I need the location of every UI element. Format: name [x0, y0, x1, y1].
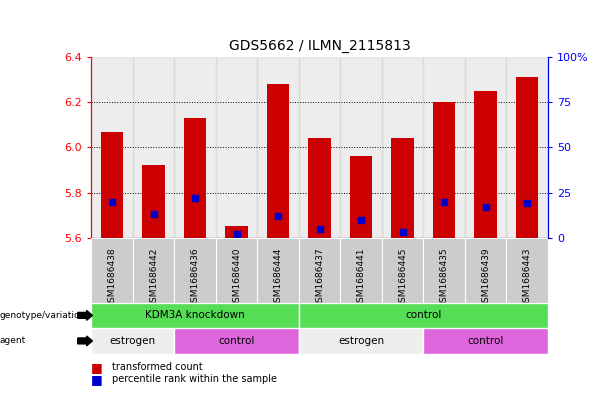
Text: GSM1686438: GSM1686438 — [108, 248, 117, 308]
Bar — [257, 238, 299, 303]
Bar — [133, 57, 174, 238]
Bar — [391, 138, 414, 238]
Text: genotype/variation: genotype/variation — [0, 311, 86, 320]
Text: ■: ■ — [91, 373, 103, 386]
Bar — [507, 238, 548, 303]
Text: GSM1686439: GSM1686439 — [481, 248, 490, 308]
Bar — [174, 328, 299, 354]
Bar — [91, 57, 133, 238]
Bar — [299, 238, 340, 303]
Bar — [184, 118, 207, 238]
Bar — [174, 57, 216, 238]
Text: KDM3A knockdown: KDM3A knockdown — [145, 310, 245, 320]
Bar — [474, 91, 497, 238]
Bar — [299, 303, 548, 328]
Bar — [174, 238, 216, 303]
Text: GSM1686442: GSM1686442 — [149, 248, 158, 308]
Bar — [216, 57, 257, 238]
Bar — [216, 238, 257, 303]
Bar — [299, 328, 423, 354]
Bar — [340, 57, 382, 238]
Bar — [91, 238, 133, 303]
Text: GSM1686440: GSM1686440 — [232, 248, 241, 308]
Bar — [91, 328, 174, 354]
Text: GSM1686435: GSM1686435 — [439, 248, 449, 308]
Bar — [423, 238, 465, 303]
Title: GDS5662 / ILMN_2115813: GDS5662 / ILMN_2115813 — [229, 39, 411, 53]
Bar — [382, 238, 423, 303]
Bar — [507, 57, 548, 238]
Bar — [350, 156, 372, 238]
Bar — [257, 57, 299, 238]
Text: GSM1686436: GSM1686436 — [190, 248, 200, 308]
Bar — [308, 138, 331, 238]
Bar — [225, 226, 248, 238]
Text: estrogen: estrogen — [110, 336, 156, 346]
Text: GSM1686441: GSM1686441 — [356, 248, 366, 308]
Bar — [423, 57, 465, 238]
Text: transformed count: transformed count — [112, 362, 203, 373]
Bar — [465, 238, 507, 303]
Text: control: control — [219, 336, 254, 346]
Bar — [465, 57, 507, 238]
Text: percentile rank within the sample: percentile rank within the sample — [112, 374, 277, 384]
Bar — [515, 77, 538, 238]
Text: GSM1686443: GSM1686443 — [522, 248, 531, 308]
Bar — [340, 238, 382, 303]
Bar — [267, 84, 289, 238]
Text: estrogen: estrogen — [338, 336, 384, 346]
Text: agent: agent — [0, 336, 27, 345]
Text: control: control — [405, 310, 442, 320]
Text: ■: ■ — [91, 361, 103, 374]
Bar — [133, 238, 174, 303]
Bar — [101, 132, 124, 238]
Text: GSM1686437: GSM1686437 — [315, 248, 324, 308]
Bar — [432, 102, 455, 238]
Text: GSM1686445: GSM1686445 — [398, 248, 407, 308]
Bar — [142, 165, 165, 238]
Bar — [91, 303, 299, 328]
Bar — [382, 57, 423, 238]
Bar — [299, 57, 340, 238]
Text: control: control — [467, 336, 504, 346]
Bar — [423, 328, 548, 354]
Text: GSM1686444: GSM1686444 — [273, 248, 283, 308]
